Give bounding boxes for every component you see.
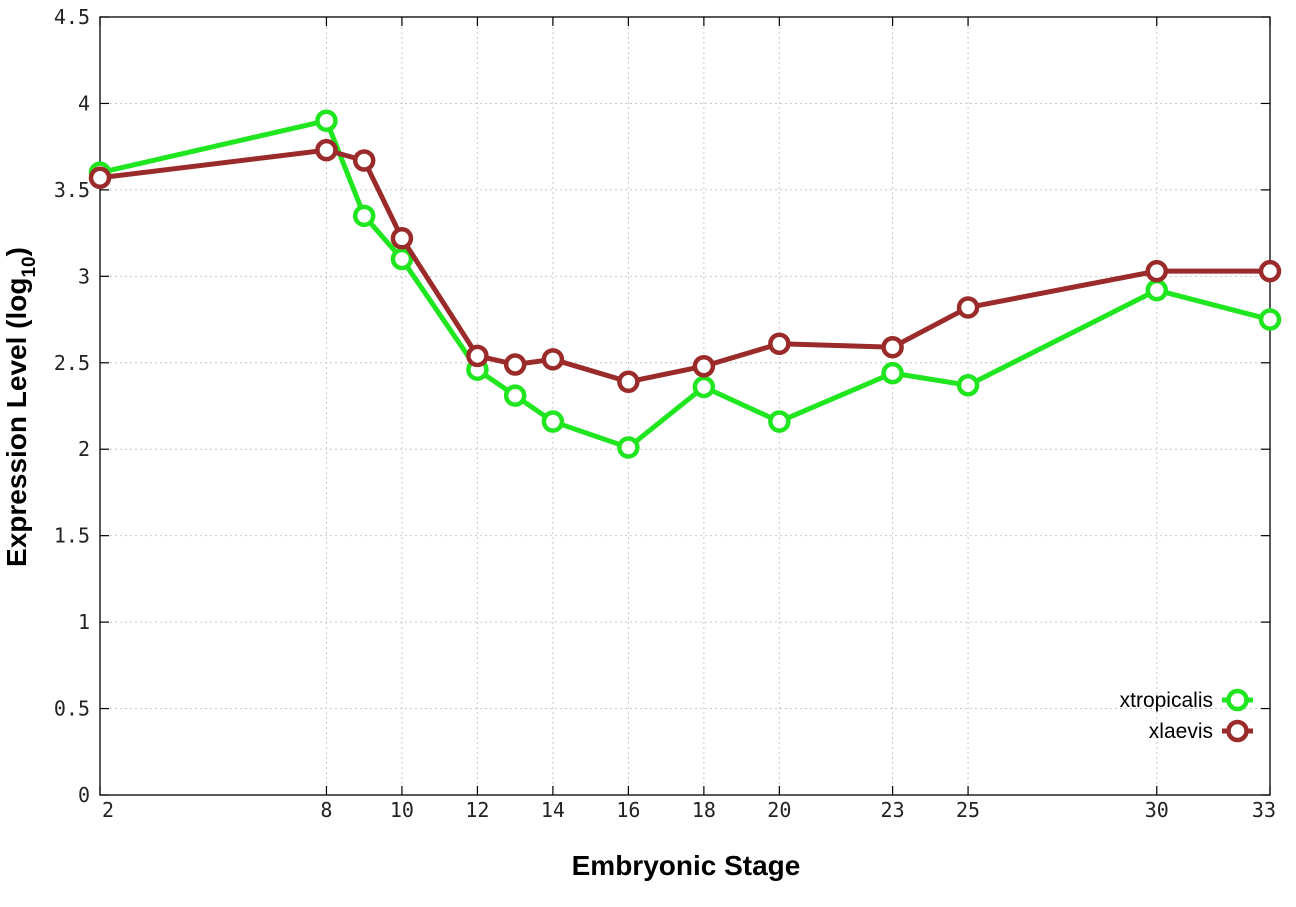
grid <box>100 17 1270 795</box>
data-point-xtropicalis <box>503 384 527 407</box>
y-tick-label: 1.5 <box>54 524 90 548</box>
legend-item-xlaevis: xlaevis <box>1149 719 1253 743</box>
x-tick-label: 14 <box>541 798 565 822</box>
legend-swatch-marker <box>1226 719 1249 743</box>
data-point-xlaevis <box>1145 259 1169 283</box>
data-point-xtropicalis <box>315 109 338 132</box>
y-tick-label: 4 <box>78 91 90 115</box>
legend-label: xlaevis <box>1149 720 1213 743</box>
data-point-xtropicalis <box>692 375 716 399</box>
y-axis-title-close: ) <box>1 247 32 256</box>
y-axis-title: Expression Level (log10) <box>1 247 40 567</box>
y-tick-label: 0 <box>78 783 90 807</box>
x-tick-label: 30 <box>1145 798 1169 822</box>
legend-swatch-marker <box>1226 688 1249 712</box>
data-point-xtropicalis <box>541 410 565 433</box>
y-tick-label: 1 <box>78 610 90 634</box>
data-point-xtropicalis <box>617 436 640 459</box>
series-xlaevis <box>88 138 1282 394</box>
x-tick-label: 2 <box>102 798 114 822</box>
data-point-xtropicalis <box>881 361 904 385</box>
series-line-xlaevis <box>99 147 1270 385</box>
data-point-xlaevis <box>466 344 489 368</box>
data-point-xlaevis <box>692 354 716 378</box>
x-axis-title: Embryonic Stage <box>572 850 801 881</box>
legend-label: xtropicalis <box>1120 689 1213 712</box>
y-tick-label: 2.5 <box>54 351 90 375</box>
x-tick-label: 20 <box>767 798 791 822</box>
x-tick-label: 25 <box>956 798 980 822</box>
data-point-xlaevis <box>503 353 527 376</box>
data-point-xlaevis <box>1258 259 1282 283</box>
y-tick-label: 4.5 <box>54 5 90 29</box>
data-point-xlaevis <box>956 296 980 319</box>
data-point-xlaevis <box>390 227 414 250</box>
x-tick-label: 33 <box>1252 798 1276 822</box>
x-tick-label: 16 <box>616 798 640 822</box>
axes: 0 0.5 1 1.5 2 2.5 3 3.5 4 4.5 2 8 10 12 14 16 18 20 23 25 30… <box>54 5 1276 822</box>
data-point-xlaevis <box>315 138 338 162</box>
data-point-xtropicalis <box>956 374 980 397</box>
y-tick-label: 0.5 <box>54 697 90 721</box>
data-point-xlaevis <box>768 332 791 356</box>
data-point-xtropicalis <box>352 204 376 228</box>
data-point-xtropicalis <box>1145 278 1169 302</box>
legend: xtropicalis xlaevis <box>1120 688 1253 743</box>
x-tick-label: 10 <box>390 798 414 822</box>
y-axis-title-main: Expression Level (log <box>1 278 32 567</box>
data-point-xlaevis <box>352 149 376 172</box>
y-tick-label: 2 <box>78 437 90 461</box>
y-tick-label: 3 <box>78 264 90 288</box>
data-point-xtropicalis <box>390 247 414 271</box>
data-point-xlaevis <box>88 166 112 190</box>
x-tick-label: 8 <box>320 798 332 822</box>
legend-item-xtropicalis: xtropicalis <box>1120 688 1253 712</box>
data-point-xtropicalis <box>1258 308 1282 331</box>
data-point-xlaevis <box>617 370 640 394</box>
plot-frame <box>99 16 1271 796</box>
x-tick-label: 18 <box>692 798 716 822</box>
y-tick-label: 3.5 <box>54 178 90 202</box>
data-point-xlaevis <box>881 335 904 359</box>
y-axis-title-subscript: 10 <box>19 256 40 277</box>
data-point-xtropicalis <box>768 410 791 433</box>
data-point-xlaevis <box>541 348 565 371</box>
series-xtropicalis <box>88 109 1282 459</box>
series-layer <box>88 109 1282 459</box>
x-tick-label: 23 <box>881 798 905 822</box>
x-tick-label: 12 <box>465 798 489 822</box>
